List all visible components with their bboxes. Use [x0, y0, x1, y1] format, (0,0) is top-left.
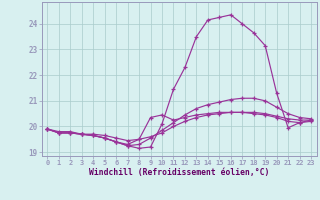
X-axis label: Windchill (Refroidissement éolien,°C): Windchill (Refroidissement éolien,°C)	[89, 168, 269, 177]
